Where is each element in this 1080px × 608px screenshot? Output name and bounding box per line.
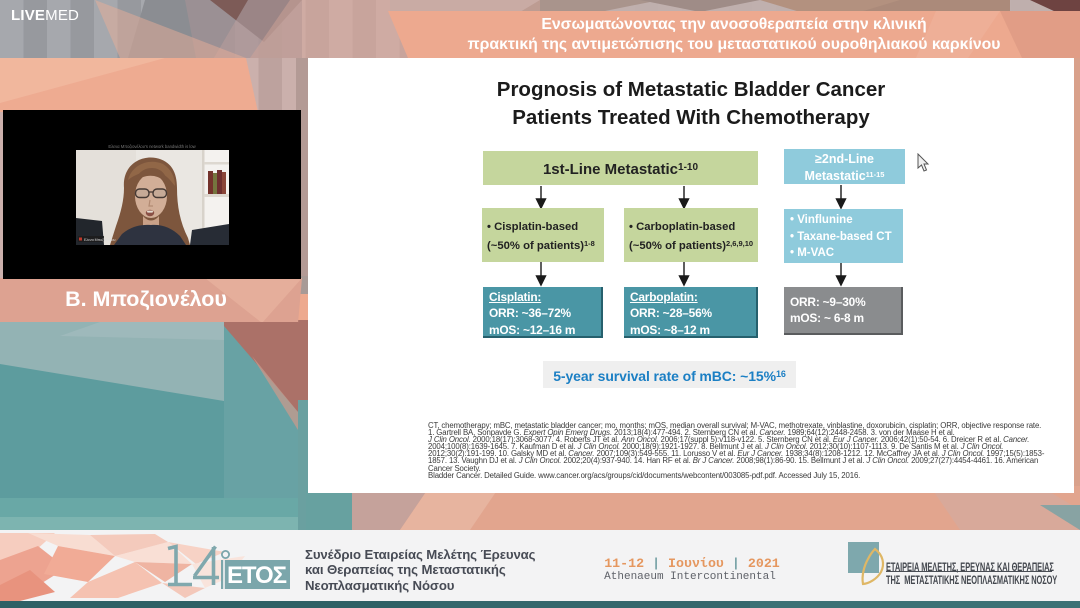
svg-text:ΕΤΟΣ: ΕΤΟΣ (227, 562, 287, 589)
svg-text:Ελενα Μποζιονέλου: Ελενα Μποζιονέλου (84, 238, 116, 242)
